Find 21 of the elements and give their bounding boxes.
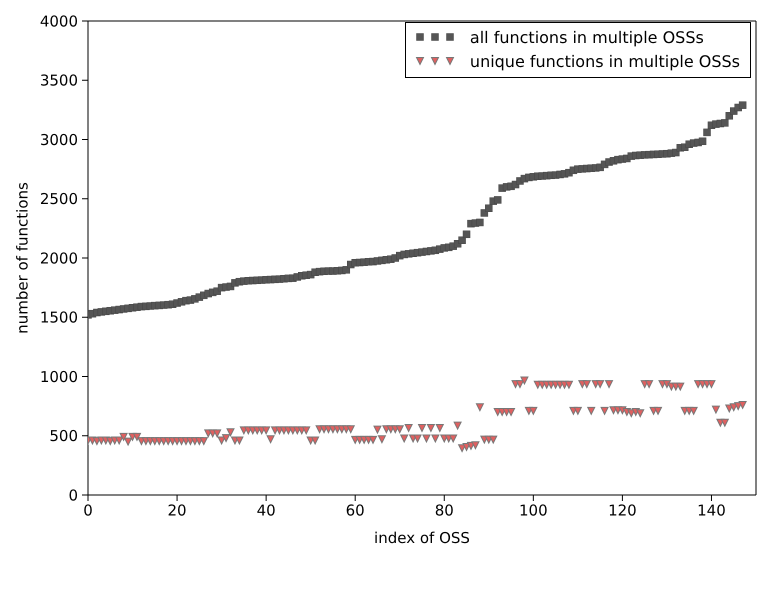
x-tick-label: 120: [608, 502, 637, 520]
legend-label: all functions in multiple OSSs: [470, 28, 704, 46]
x-tick-label: 40: [256, 502, 276, 520]
y-tick-label: 4000: [40, 12, 78, 30]
y-axis-title: number of functions: [13, 182, 32, 334]
y-tick-label: 1000: [40, 368, 78, 386]
y-tick-label: 0: [68, 486, 78, 504]
x-tick-label: 20: [168, 502, 187, 520]
y-tick-label: 2500: [40, 190, 78, 208]
x-tick-label: 140: [697, 502, 726, 520]
legend-label: unique functions in multiple OSSs: [470, 52, 740, 70]
x-tick-label: 0: [83, 502, 93, 520]
y-tick-label: 2000: [40, 249, 78, 268]
x-tick-label: 80: [434, 502, 454, 520]
y-tick-label: 3500: [40, 72, 78, 90]
x-tick-label: 60: [346, 502, 365, 520]
y-tick-label: 3000: [40, 130, 78, 149]
x-axis-title: index of OSS: [374, 529, 470, 547]
x-tick-label: 100: [519, 502, 548, 520]
y-tick-label: 500: [49, 427, 78, 446]
y-tick-label: 1500: [40, 308, 78, 327]
